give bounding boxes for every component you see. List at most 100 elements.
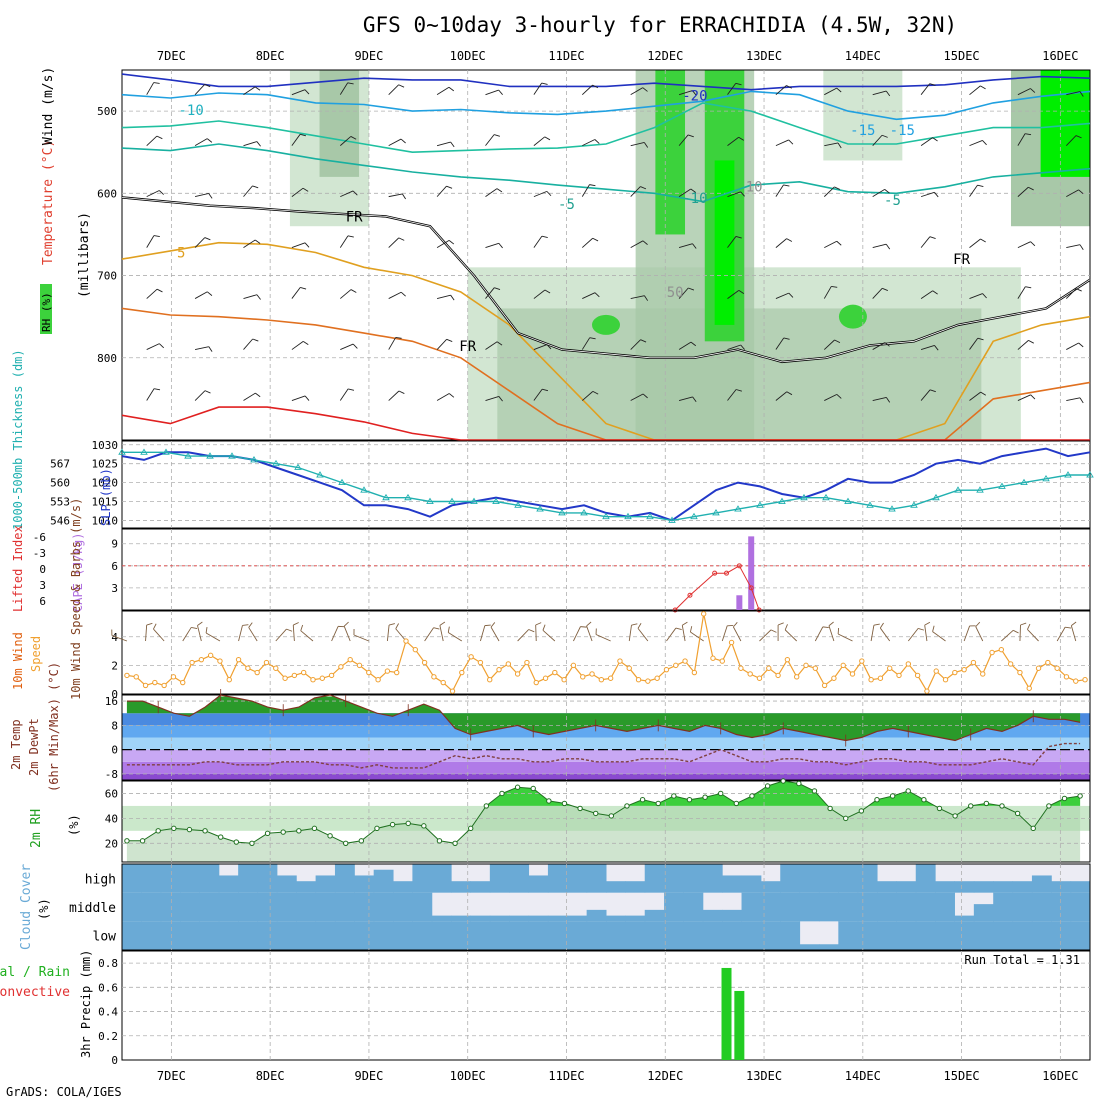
cloud-bar-high [606,881,626,893]
wind-barb-feather [735,82,742,86]
thickness-marker [580,508,588,516]
rh-frame [121,780,1091,863]
wind-barb-feather [348,388,355,391]
thickness-marker [888,505,896,512]
wind-barb [727,236,737,248]
cloud-bar-high [1012,881,1033,893]
cloud-layer-label: high [85,872,116,887]
upper-air-x-tick-label: 11DEC [548,49,584,63]
wind-barb [436,86,450,96]
cloud-bar-middle [296,892,317,922]
wind-barb-feather [1027,623,1031,630]
wind-barb [595,634,611,642]
cloud-bar-high [431,864,452,893]
cloud-bar-high [973,881,994,893]
cloud-bar-low [509,921,530,950]
cloud-bar-low [528,921,549,950]
wind-speed-marker [533,679,539,686]
rh-marker [264,830,271,837]
wind-barb [775,337,785,350]
cloud-bar-middle [993,892,1014,922]
run-total-label: Run Total = 1.31 [964,953,1080,967]
wind-barb [879,627,891,642]
wind-barb-feather [644,295,649,301]
rh-marker [624,803,630,809]
cloud-bar-high [547,864,568,893]
cloud-bar-low [122,921,142,950]
wind-speed-marker [207,652,214,659]
wind-speed-marker [319,675,325,681]
wind-barb [969,337,979,350]
wind-speed-marker [366,669,372,676]
cloud-bar-low [702,921,723,950]
wind-barb-feather [592,237,599,242]
wind-speed-marker [235,656,242,663]
cloud-bar-high [238,864,259,893]
wind-barb-feather [786,391,793,396]
wind-speed-marker [961,666,967,673]
wind-barb-feather [448,86,455,92]
wind-barb-feather [546,344,552,350]
wind-barb-feather [733,622,738,628]
wind-barb [485,188,498,197]
wind-barb [837,633,853,642]
cloud-bar-low [334,921,355,950]
temp-mask [122,695,1090,697]
rh-marker [952,813,958,819]
wind-barb-feather [255,392,261,398]
bottom-x-tick-label: 15DEC [944,1069,980,1083]
wind-speed-marker [738,665,744,671]
precip-convective-label: Convective [0,985,70,1000]
bottom-x-tick-label: 16DEC [1042,1069,1078,1083]
wind-barb [153,628,165,642]
wind-barb-feather [1065,626,1072,629]
rh-marker [718,790,724,797]
cloud-bar-high [741,875,762,893]
wind-barb-feather [1079,397,1084,404]
cloud-bar-middle [664,892,684,922]
cape-tick-label: 3 [111,582,118,595]
rh-marker [421,823,427,829]
wind-barb-feather [836,394,842,399]
wind-barb [146,190,160,198]
wind-speed-marker [617,658,623,664]
wind-barb [340,190,354,198]
cloud-bar-high [877,881,897,893]
wind-speed-marker [198,656,205,663]
rh-marker [561,800,568,807]
wind-barb [194,390,206,401]
cloud-bar-middle [625,915,646,922]
wind-barb-feather [256,141,261,147]
cloud-bar-low [141,921,162,950]
thickness-marker [910,501,918,508]
wind-barb [727,344,741,350]
cloud-bar-high [315,875,336,893]
isotherm-15 [121,406,1090,441]
wind-barb-feather [589,184,596,187]
thickness-marker [272,459,280,467]
wind-barb-feather [929,83,936,86]
wind-speed-marker [1073,678,1079,684]
wind-barb [194,138,208,147]
wind-barb-feather [300,133,307,137]
cloud-bar-high [354,875,375,893]
cloud-bar-low [296,921,317,950]
wind-barb-feather [586,621,592,627]
wind-barb [386,625,390,642]
wind-barb-feather [347,82,354,85]
cloud-bar-middle [1031,892,1052,922]
wind-barb-feather [1030,88,1036,93]
temp-line [126,694,1081,742]
cloud-bar-high [586,864,607,893]
thickness-marker [1086,471,1094,478]
contour-label: 5 [177,245,185,261]
temp-band [122,773,1090,780]
wind-barb-feather [786,238,793,242]
contour-label: -15 [890,123,915,139]
wind-barb [243,185,253,197]
thickness-axis-label: 1000-500mb Thickness (dm) [11,349,25,530]
wind-barb-feather [156,135,163,140]
wind-barb-feather [738,289,745,294]
wind-barb [436,141,451,147]
rh-marker [889,793,896,799]
